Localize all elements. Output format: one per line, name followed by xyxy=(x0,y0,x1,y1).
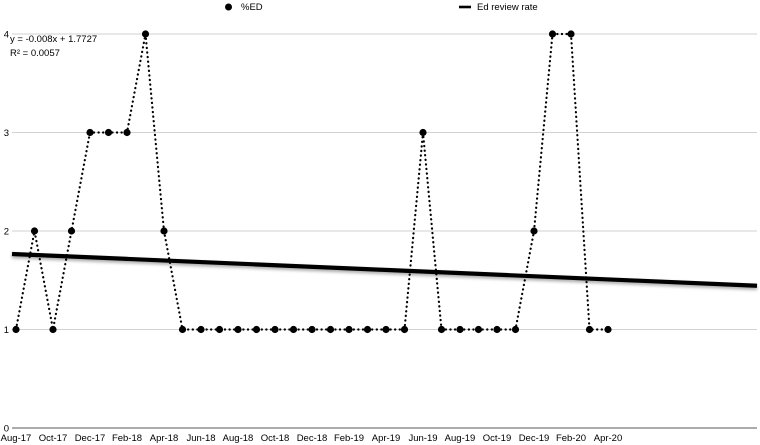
x-tick-label: Dec-19 xyxy=(519,433,550,444)
x-tick-label: Aug-18 xyxy=(223,433,254,444)
x-tick-label: Jun-19 xyxy=(408,433,437,444)
data-point-marker xyxy=(548,30,557,38)
y-tick-label: 0 xyxy=(4,424,9,435)
y-tick-label: 4 xyxy=(4,30,9,41)
equation-text: y = -0.008x + 1.7727 xyxy=(10,34,98,45)
data-point-marker xyxy=(271,325,279,334)
x-tick-label: Aug-19 xyxy=(445,433,476,444)
data-point-marker xyxy=(567,30,575,38)
legend-item-pct-ed: %ED xyxy=(221,1,263,13)
data-point-marker xyxy=(178,325,187,334)
x-tick-label: Feb-18 xyxy=(112,433,142,444)
y-tick-label: 1 xyxy=(4,325,9,336)
x-axis-tick-labels: Aug-17 Oct-17 Dec-17 Feb-18 Apr-18 Jun-18 Aug-… xyxy=(1,433,623,444)
x-tick-label: Apr-19 xyxy=(372,433,401,444)
data-point-marker xyxy=(530,227,538,235)
data-point-marker xyxy=(345,325,353,334)
dotted-series-marker-icon xyxy=(225,3,232,11)
data-point-marker xyxy=(382,325,390,334)
data-point-marker xyxy=(456,325,464,334)
y-tick-label: 3 xyxy=(4,128,9,139)
data-point-marker xyxy=(289,325,298,334)
x-tick-label: Feb-20 xyxy=(556,433,586,444)
data-point-marker xyxy=(493,325,501,334)
x-tick-label: Oct-19 xyxy=(483,433,512,444)
data-point-marker xyxy=(308,325,316,334)
legend-label-pct-ed: %ED xyxy=(241,1,263,13)
trendline-equation-annotation: y = -0.008x + 1.7727 R² = 0.0057 xyxy=(10,33,97,61)
data-point-marker xyxy=(474,325,483,334)
ed-review-rate-trendline xyxy=(11,251,758,288)
data-point-marker xyxy=(86,128,94,137)
data-point-marker xyxy=(585,325,594,334)
solid-line-marker-icon xyxy=(459,5,471,9)
data-point-marker xyxy=(604,325,612,334)
data-point-marker xyxy=(12,325,20,334)
pct-ed-series xyxy=(12,30,612,334)
data-point-marker xyxy=(252,325,261,334)
x-tick-label: Dec-18 xyxy=(297,433,328,444)
y-tick-label: 2 xyxy=(4,227,9,238)
y-axis-tick-labels: 0 1 2 3 4 xyxy=(4,30,9,435)
data-point-marker xyxy=(197,325,205,334)
data-point-marker xyxy=(49,325,57,334)
x-tick-label: Feb-19 xyxy=(334,433,364,444)
data-point-marker xyxy=(234,325,242,334)
data-point-marker xyxy=(437,325,446,334)
data-point-marker xyxy=(419,128,427,137)
x-tick-label: Oct-18 xyxy=(261,433,290,444)
data-point-marker xyxy=(141,30,150,38)
legend-item-ed-review-rate: Ed review rate xyxy=(458,1,538,13)
x-tick-label: Apr-20 xyxy=(594,433,623,444)
data-point-marker xyxy=(511,325,520,334)
legend-label-ed-review-rate: Ed review rate xyxy=(477,1,538,13)
data-point-marker xyxy=(326,325,335,334)
data-point-marker xyxy=(104,128,113,137)
x-tick-label: Oct-17 xyxy=(39,433,68,444)
x-tick-label: Aug-17 xyxy=(1,433,32,444)
data-point-marker xyxy=(400,325,409,334)
x-tick-label: Jun-18 xyxy=(186,433,215,444)
x-tick-label: Apr-18 xyxy=(150,433,179,444)
gridlines xyxy=(12,33,757,429)
r-squared-text: R² = 0.0057 xyxy=(10,48,60,59)
data-point-marker xyxy=(30,227,39,235)
data-point-marker xyxy=(160,227,168,235)
data-point-marker xyxy=(67,227,76,235)
data-point-marker xyxy=(363,325,372,334)
data-point-marker xyxy=(123,128,131,137)
pct-ed-dotted-line xyxy=(14,32,610,331)
x-tick-label: Dec-17 xyxy=(75,433,106,444)
data-point-marker xyxy=(215,325,224,334)
